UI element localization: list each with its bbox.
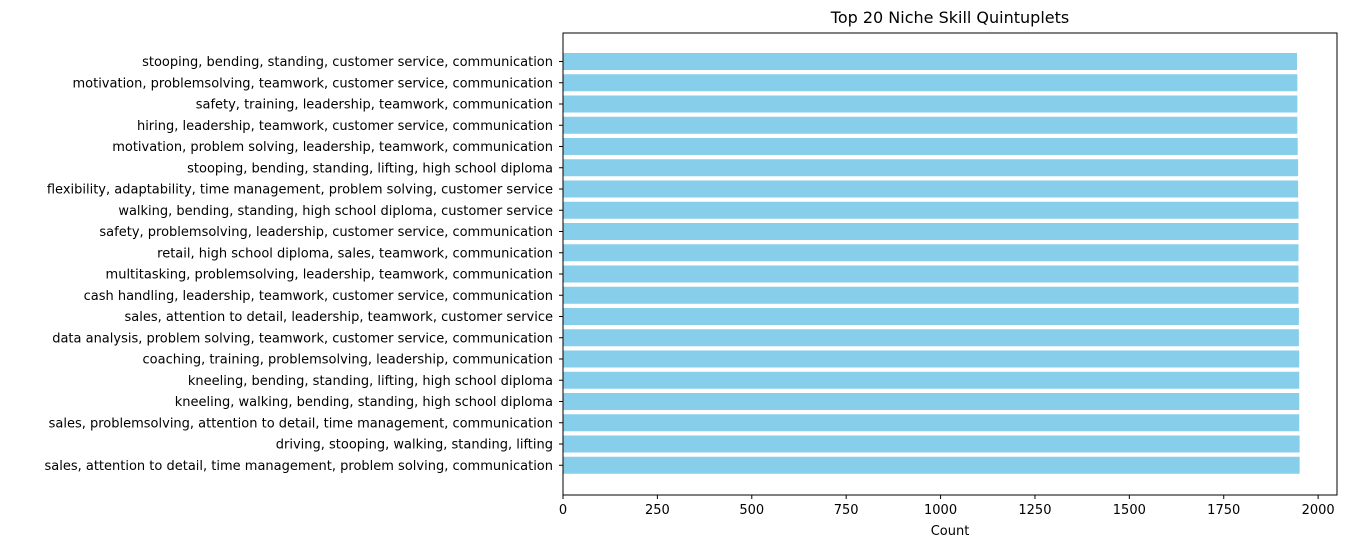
bar [563, 265, 1299, 283]
bar [563, 350, 1300, 368]
bar [563, 95, 1298, 113]
x-tick-label: 1000 [924, 503, 957, 518]
bars-group [563, 53, 1300, 474]
bar [563, 244, 1299, 262]
y-tick-label: driving, stooping, walking, standing, li… [276, 438, 553, 453]
chart-title: Top 20 Niche Skill Quintuplets [830, 8, 1069, 27]
y-tick-label: hiring, leadership, teamwork, customer s… [137, 119, 553, 134]
bar [563, 371, 1300, 389]
bar [563, 74, 1298, 92]
y-tick-label: coaching, training, problemsolving, lead… [143, 353, 553, 368]
y-tick-label: retail, high school diploma, sales, team… [157, 246, 553, 261]
y-tick-label: safety, training, leadership, teamwork, … [196, 98, 553, 113]
y-tick-label: walking, bending, standing, high school … [118, 204, 553, 219]
bar [563, 329, 1299, 347]
bar [563, 435, 1300, 453]
y-axis-ticks: stooping, bending, standing, customer se… [44, 55, 563, 474]
bar [563, 138, 1298, 155]
x-tick-label: 0 [559, 503, 567, 518]
x-tick-label: 2000 [1302, 503, 1335, 518]
y-tick-label: stooping, bending, standing, customer se… [142, 55, 553, 70]
y-tick-label: sales, attention to detail, time managem… [44, 459, 553, 474]
y-tick-label: data analysis, problem solving, teamwork… [52, 331, 553, 346]
y-tick-label: sales, problemsolving, attention to deta… [49, 416, 553, 431]
bar [563, 201, 1299, 219]
y-tick-label: motivation, problemsolving, teamwork, cu… [72, 76, 553, 91]
x-tick-label: 250 [645, 503, 670, 518]
bar [563, 456, 1300, 474]
x-axis-label: Count [931, 524, 970, 539]
x-axis-ticks: 0 250 500 750 1000 1250 1500 1750 2000 [559, 495, 1335, 518]
y-tick-label: stooping, bending, standing, lifting, hi… [187, 161, 553, 176]
bar [563, 308, 1299, 325]
y-tick-label: multitasking, problemsolving, leadership… [106, 268, 553, 283]
y-tick-label: kneeling, walking, bending, standing, hi… [175, 395, 553, 410]
bar [563, 393, 1300, 410]
bar [563, 159, 1299, 177]
x-tick-label: 750 [834, 503, 859, 518]
y-tick-label: motivation, problem solving, leadership,… [112, 140, 553, 155]
y-tick-label: sales, attention to detail, leadership, … [125, 310, 553, 325]
y-tick-label: kneeling, bending, standing, lifting, hi… [188, 374, 553, 389]
bar [563, 116, 1298, 134]
plot-frame [562, 32, 1338, 496]
y-tick-label: flexibility, adaptability, time manageme… [47, 183, 553, 198]
x-tick-label: 1500 [1113, 503, 1146, 518]
bar [563, 223, 1299, 240]
x-tick-label: 1250 [1018, 503, 1051, 518]
y-tick-label: cash handling, leadership, teamwork, cus… [84, 289, 553, 304]
bar [563, 286, 1299, 304]
x-tick-label: 1750 [1207, 503, 1240, 518]
x-tick-label: 500 [739, 503, 764, 518]
bar [563, 414, 1300, 432]
y-tick-label: safety, problemsolving, leadership, cust… [99, 225, 553, 240]
bar [563, 53, 1297, 70]
bar [563, 180, 1299, 198]
